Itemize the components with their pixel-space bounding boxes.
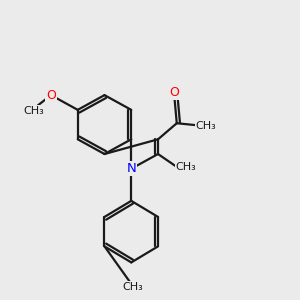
Text: O: O	[169, 86, 179, 99]
Text: CH₃: CH₃	[122, 282, 143, 292]
Text: CH₃: CH₃	[176, 162, 196, 172]
Text: CH₃: CH₃	[23, 106, 44, 116]
Text: CH₃: CH₃	[196, 121, 217, 131]
Text: N: N	[126, 162, 136, 175]
Text: O: O	[46, 88, 56, 102]
